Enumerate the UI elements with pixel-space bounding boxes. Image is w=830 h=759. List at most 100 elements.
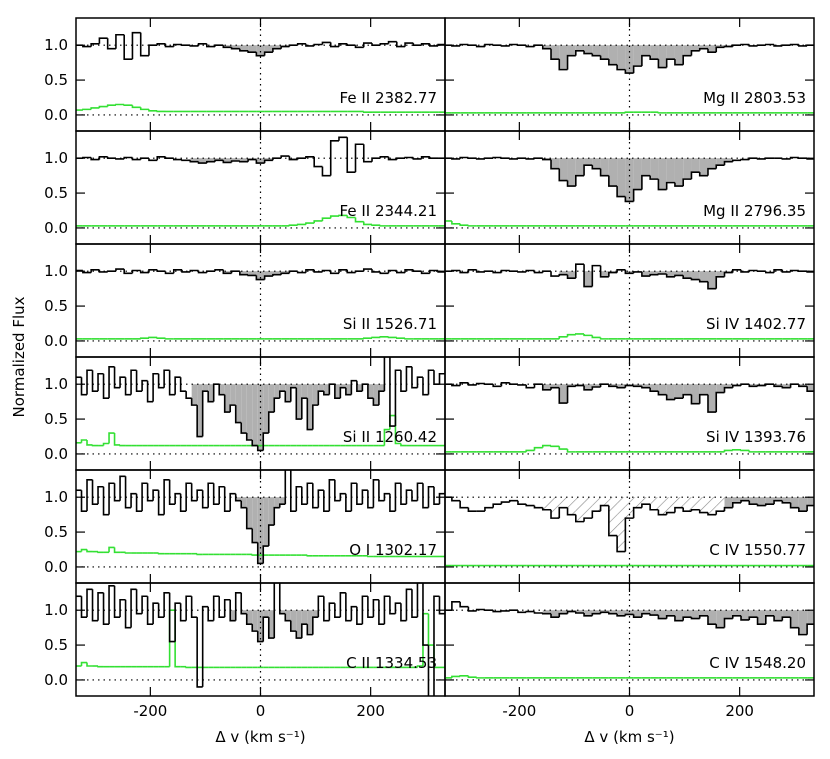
flux-step <box>690 49 700 56</box>
flux-step <box>740 383 750 386</box>
flux-step <box>608 175 618 187</box>
flux-step <box>541 270 552 273</box>
flux-step <box>172 158 183 161</box>
flux-step <box>583 264 593 288</box>
absorption-shade <box>584 45 593 54</box>
flux-step <box>591 165 601 170</box>
flux-step <box>591 386 601 390</box>
x-axis-label: Δ v (km s⁻¹) <box>215 728 305 746</box>
flux-step <box>383 357 390 392</box>
error-step <box>371 336 381 339</box>
absorption-shade <box>191 384 198 406</box>
flux-step <box>256 445 264 452</box>
flux-step <box>624 69 634 74</box>
absorption-shade <box>608 497 618 536</box>
flux-step <box>475 382 485 385</box>
flux-step <box>247 50 257 53</box>
flux-step <box>599 168 609 177</box>
flux-step <box>599 55 609 60</box>
flux-step <box>334 479 341 502</box>
flux-step <box>288 44 298 47</box>
flux-step <box>123 34 133 60</box>
flux-step <box>715 391 725 413</box>
absorption-shade <box>239 271 249 275</box>
flux-step <box>256 631 264 643</box>
flux-step <box>690 508 700 512</box>
error-step <box>82 108 92 111</box>
absorption-shade <box>674 271 684 276</box>
flux-step <box>222 45 232 49</box>
flux-step <box>218 596 225 618</box>
error-step <box>379 225 389 227</box>
flux-step <box>148 44 158 56</box>
flux-step <box>731 269 742 273</box>
flux-step <box>229 599 236 622</box>
flux-step <box>420 156 430 159</box>
error-step <box>108 432 115 444</box>
absorption-shade <box>264 45 273 53</box>
absorption-shade <box>281 271 290 274</box>
flux-step <box>690 171 700 180</box>
flux-step <box>541 612 552 615</box>
absorption-shade <box>674 158 684 187</box>
flux-step <box>179 377 187 392</box>
flux-step <box>346 137 356 173</box>
flux-step <box>583 517 593 522</box>
flux-step <box>288 270 298 274</box>
line-label: Si IV 1393.76 <box>706 428 806 446</box>
flux-step <box>141 379 148 392</box>
flux-step <box>328 478 335 512</box>
flux-step <box>284 613 291 622</box>
panel <box>445 583 814 696</box>
absorption-shade <box>617 384 626 388</box>
flux-step <box>172 269 183 274</box>
error-step <box>731 448 742 451</box>
flux-step <box>723 271 733 277</box>
flux-step <box>723 45 733 48</box>
absorption-shade <box>757 610 766 625</box>
absorption-shade <box>707 45 717 53</box>
error-step <box>416 665 423 668</box>
absorption-shade <box>296 384 302 420</box>
flux-step <box>124 377 132 396</box>
flux-step <box>558 387 568 404</box>
absorption-shade <box>248 271 257 276</box>
flux-step <box>371 157 381 162</box>
absorption-shade <box>699 158 708 176</box>
flux-step <box>255 275 265 281</box>
flux-step <box>427 485 434 508</box>
flux-step <box>674 59 684 66</box>
error-step <box>156 110 166 113</box>
flux-step <box>263 275 273 280</box>
flux-step <box>517 610 527 614</box>
absorption-shade <box>551 497 560 519</box>
flux-step <box>674 274 684 277</box>
absorption-shade <box>312 384 319 406</box>
flux-step <box>181 159 191 162</box>
flux-step <box>367 490 374 509</box>
flux-step <box>361 595 368 625</box>
absorption-shade <box>263 610 269 618</box>
flux-step <box>296 157 306 160</box>
panel <box>76 470 445 583</box>
flux-step <box>558 59 568 71</box>
flux-step <box>756 504 766 507</box>
error-step <box>164 338 174 340</box>
error-step <box>321 217 331 221</box>
flux-step <box>682 178 692 187</box>
flux-step <box>239 160 249 163</box>
flux-step <box>674 615 684 622</box>
flux-step <box>405 489 412 505</box>
flux-step <box>361 383 368 392</box>
flux-step <box>168 479 176 505</box>
flux-step <box>599 265 609 278</box>
flux-step <box>229 492 236 512</box>
absorption-shade <box>559 45 568 70</box>
absorption-shade <box>592 384 601 387</box>
error-step <box>90 107 100 110</box>
absorption-shade <box>208 384 214 402</box>
flux-step <box>383 492 390 501</box>
flux-step <box>682 393 692 399</box>
absorption-shade <box>285 610 291 621</box>
absorption-shade <box>650 610 659 616</box>
